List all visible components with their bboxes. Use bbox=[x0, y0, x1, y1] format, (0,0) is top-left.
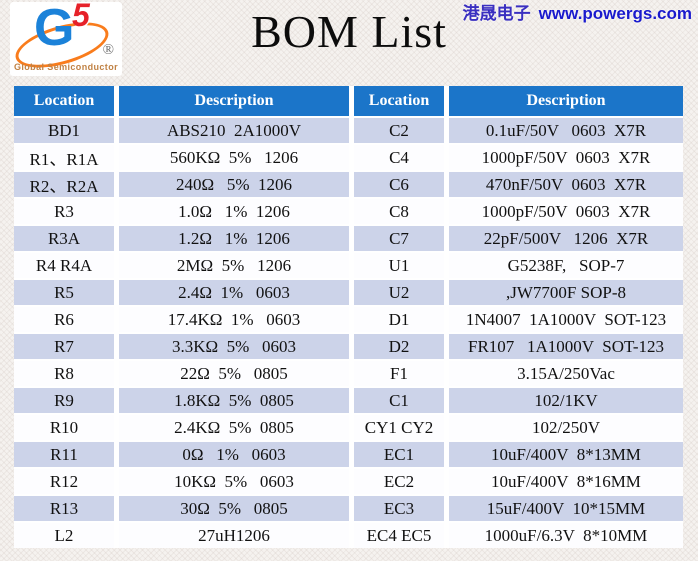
location-cell: C2 bbox=[354, 118, 444, 143]
logo-art: G 5 ® bbox=[10, 0, 122, 77]
location-cell: R7 bbox=[14, 334, 114, 359]
description-cell: 470nF/50V 0603 X7R bbox=[449, 172, 683, 197]
description-cell: 10uF/400V 8*16MM bbox=[449, 469, 683, 494]
company-logo: G 5 ® Global Semiconductor bbox=[10, 0, 122, 77]
description-cell: 2.4KΩ 5% 0805 bbox=[119, 415, 349, 440]
website-url[interactable]: www.powergs.com bbox=[538, 4, 692, 23]
description-cell: 17.4KΩ 1% 0603 bbox=[119, 307, 349, 332]
location-cell: C1 bbox=[354, 388, 444, 413]
location-cell: EC2 bbox=[354, 469, 444, 494]
location-cell: R1、R1A bbox=[14, 145, 114, 170]
description-cell: 560KΩ 5% 1206 bbox=[119, 145, 349, 170]
location-cell: D2 bbox=[354, 334, 444, 359]
location-cell: U2 bbox=[354, 280, 444, 305]
description-cell: 27uH1206 bbox=[119, 523, 349, 548]
description-cell: 102/250V bbox=[449, 415, 683, 440]
location-cell: L2 bbox=[14, 523, 114, 548]
logo-digit-5: 5 bbox=[72, 0, 90, 33]
location-cell: R6 bbox=[14, 307, 114, 332]
location-cell: EC3 bbox=[354, 496, 444, 521]
location-cell: C8 bbox=[354, 199, 444, 224]
description-cell: 3.3KΩ 5% 0603 bbox=[119, 334, 349, 359]
location-cell: EC1 bbox=[354, 442, 444, 467]
registered-trademark-icon: ® bbox=[102, 42, 114, 58]
location-cell: BD1 bbox=[14, 118, 114, 143]
description-cell: ABS210 2A1000V bbox=[119, 118, 349, 143]
description-cell: 1.8KΩ 5% 0805 bbox=[119, 388, 349, 413]
location-cell: R12 bbox=[14, 469, 114, 494]
description-cell: 102/1KV bbox=[449, 388, 683, 413]
location-cell: R13 bbox=[14, 496, 114, 521]
location-cell: F1 bbox=[354, 361, 444, 386]
page-header: G 5 ® Global Semiconductor BOM List 港晟电子… bbox=[0, 0, 698, 86]
description-cell: 2.4Ω 1% 0603 bbox=[119, 280, 349, 305]
description-cell: 240Ω 5% 1206 bbox=[119, 172, 349, 197]
description-cell: 0.1uF/50V 0603 X7R bbox=[449, 118, 683, 143]
location-cell: R3 bbox=[14, 199, 114, 224]
description-cell: 3.15A/250Vac bbox=[449, 361, 683, 386]
page-title: BOM List bbox=[251, 6, 447, 57]
column-header-location: Location bbox=[14, 86, 114, 116]
location-cell: R9 bbox=[14, 388, 114, 413]
logo-letter-g: G bbox=[34, 0, 75, 57]
location-cell: C4 bbox=[354, 145, 444, 170]
description-cell: 2MΩ 5% 1206 bbox=[119, 253, 349, 278]
location-cell: R5 bbox=[14, 280, 114, 305]
company-cn-name: 港晟电子 bbox=[462, 4, 531, 23]
location-cell: R3A bbox=[14, 226, 114, 251]
location-cell: R8 bbox=[14, 361, 114, 386]
description-cell: FR107 1A1000V SOT-123 bbox=[449, 334, 683, 359]
column-header-location: Location bbox=[354, 86, 444, 116]
description-cell: 22Ω 5% 0805 bbox=[119, 361, 349, 386]
description-cell: 1N4007 1A1000V SOT-123 bbox=[449, 307, 683, 332]
description-cell: 22pF/500V 1206 X7R bbox=[449, 226, 683, 251]
location-cell: R11 bbox=[14, 442, 114, 467]
description-cell: 10uF/400V 8*13MM bbox=[449, 442, 683, 467]
description-cell: 0Ω 1% 0603 bbox=[119, 442, 349, 467]
location-cell: U1 bbox=[354, 253, 444, 278]
site-tagline: 港晟电子 www.powergs.com bbox=[463, 4, 692, 24]
description-cell: G5238F, SOP-7 bbox=[449, 253, 683, 278]
description-cell: 15uF/400V 10*15MM bbox=[449, 496, 683, 521]
location-cell: EC4 EC5 bbox=[354, 523, 444, 548]
description-cell: 1000pF/50V 0603 X7R bbox=[449, 199, 683, 224]
description-cell: 1000pF/50V 0603 X7R bbox=[449, 145, 683, 170]
description-cell: 1.0Ω 1% 1206 bbox=[119, 199, 349, 224]
column-header-description: Description bbox=[119, 86, 349, 116]
description-cell: 1.2Ω 1% 1206 bbox=[119, 226, 349, 251]
company-name: Global Semiconductor bbox=[13, 62, 118, 72]
bom-table: Location Description Location Description BD… bbox=[14, 86, 683, 548]
location-cell: C6 bbox=[354, 172, 444, 197]
description-cell: 1000uF/6.3V 8*10MM bbox=[449, 523, 683, 548]
description-cell: 10KΩ 5% 0603 bbox=[119, 469, 349, 494]
location-cell: C7 bbox=[354, 226, 444, 251]
location-cell: CY1 CY2 bbox=[354, 415, 444, 440]
location-cell: D1 bbox=[354, 307, 444, 332]
description-cell: 30Ω 5% 0805 bbox=[119, 496, 349, 521]
location-cell: R2、R2A bbox=[14, 172, 114, 197]
location-cell: R10 bbox=[14, 415, 114, 440]
column-header-description: Description bbox=[449, 86, 683, 116]
location-cell: R4 R4A bbox=[14, 253, 114, 278]
description-cell: ,JW7700F SOP-8 bbox=[449, 280, 683, 305]
